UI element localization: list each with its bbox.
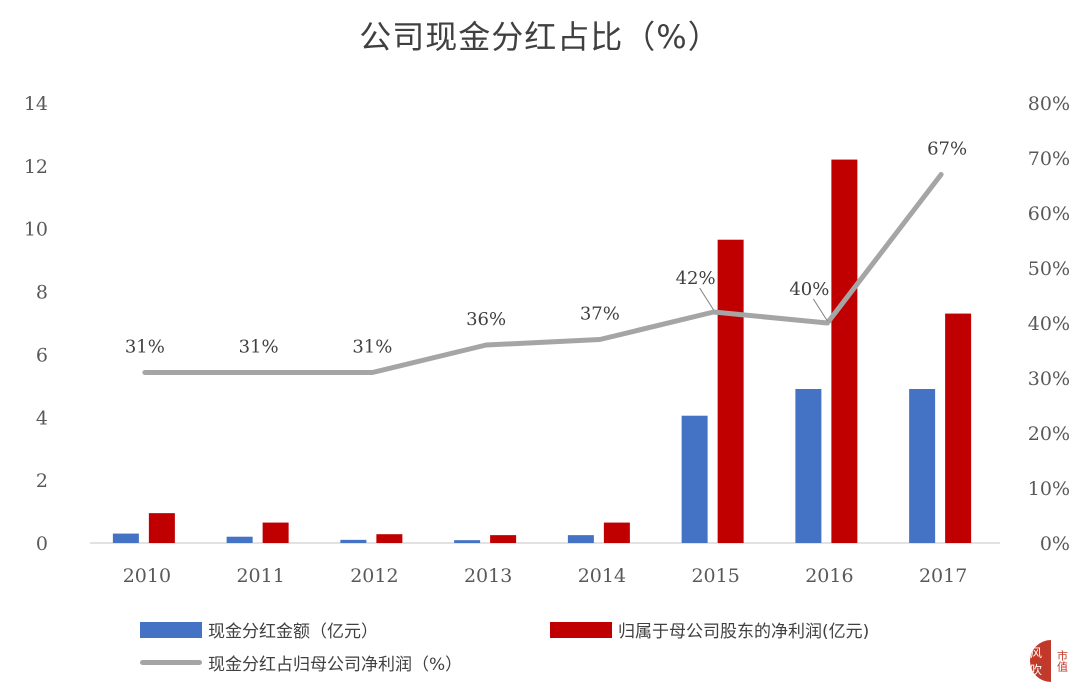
legend-label-dividend: 现金分红金额（亿元） xyxy=(208,622,378,642)
legend-item-ratio: 现金分红占归母公司净利润（%） xyxy=(140,650,462,675)
bar-dividend xyxy=(340,539,367,543)
data-label-ratio: 31% xyxy=(352,337,392,358)
bar-dividend xyxy=(226,536,253,543)
chart-title: 公司现金分红占比（%） xyxy=(359,18,721,56)
left-axis-tick: 4 xyxy=(36,407,48,429)
chart-plot: 0 2 4 6 8 10 12 14 0% 10% 20% 30% 40% 50% 60% 70% 80% 201… xyxy=(24,93,1070,587)
left-axis-tick: 2 xyxy=(36,470,48,492)
legend-label-ratio: 现金分红占归母公司净利润（%） xyxy=(208,655,463,675)
left-axis-tick: 12 xyxy=(24,156,48,178)
data-label-ratio: 31% xyxy=(125,337,165,358)
legend-label-net-profit: 归属于母公司股东的净利润(亿元) xyxy=(618,622,870,642)
legend-swatch-line xyxy=(140,660,202,665)
line-ratio xyxy=(142,172,944,375)
bar-dividend xyxy=(795,389,822,543)
left-axis-tick: 0 xyxy=(36,533,48,555)
data-label-ratio: 40% xyxy=(789,279,829,300)
right-axis-tick: 0% xyxy=(1040,533,1070,555)
legend-swatch-red xyxy=(550,621,612,638)
right-axis-tick: 70% xyxy=(1028,148,1070,170)
leader-line xyxy=(699,287,715,311)
bar-net-profit xyxy=(148,513,175,543)
right-axis-tick: 30% xyxy=(1028,368,1070,390)
left-axis-tick: 6 xyxy=(36,344,48,366)
x-axis-tick: 2017 xyxy=(919,565,967,587)
data-label-ratio: 31% xyxy=(239,337,279,358)
legend-swatch-blue xyxy=(140,621,202,638)
bar-net-profit xyxy=(490,535,517,543)
data-label-ratio: 37% xyxy=(580,304,620,325)
data-label-ratio: 67% xyxy=(927,139,967,160)
x-axis-tick: 2011 xyxy=(236,565,284,587)
right-axis-tick: 80% xyxy=(1028,93,1070,115)
x-axis-tick: 2013 xyxy=(464,565,512,587)
data-label-ratio: 42% xyxy=(676,268,716,289)
x-axis-tick: 2015 xyxy=(691,565,739,587)
right-axis-tick: 10% xyxy=(1028,478,1070,500)
bar-net-profit xyxy=(603,522,630,543)
right-axis-tick: 20% xyxy=(1028,423,1070,445)
left-axis-tick: 14 xyxy=(24,93,48,115)
bar-dividend xyxy=(112,533,139,543)
logo-right: 市值 xyxy=(1051,640,1072,682)
right-axis-tick: 60% xyxy=(1028,203,1070,225)
x-axis-tick: 2012 xyxy=(350,565,398,587)
bar-dividend xyxy=(681,415,708,543)
brand-logo: 风吹 市值 xyxy=(1030,640,1072,682)
bar-dividend xyxy=(567,535,594,543)
legend-item-net-profit: 归属于母公司股东的净利润(亿元) xyxy=(550,617,869,642)
bar-net-profit xyxy=(376,534,403,543)
x-axis-tick: 2010 xyxy=(123,565,171,587)
bar-net-profit xyxy=(717,239,744,543)
bar-dividend xyxy=(909,389,936,543)
bar-net-profit xyxy=(831,159,858,544)
logo-left: 风吹 xyxy=(1030,640,1051,682)
x-axis-tick: 2014 xyxy=(578,565,626,587)
right-axis-tick: 40% xyxy=(1028,313,1070,335)
left-axis-tick: 10 xyxy=(24,219,48,241)
bar-net-profit xyxy=(945,313,972,543)
bar-dividend xyxy=(454,540,481,543)
bar-net-profit xyxy=(262,522,289,543)
left-axis-tick: 8 xyxy=(36,282,48,304)
x-axis-tick: 2016 xyxy=(805,565,853,587)
data-label-ratio: 36% xyxy=(466,309,506,330)
legend-item-dividend: 现金分红金额（亿元） xyxy=(140,617,378,642)
leader-line xyxy=(812,298,828,322)
right-axis-tick: 50% xyxy=(1028,258,1070,280)
